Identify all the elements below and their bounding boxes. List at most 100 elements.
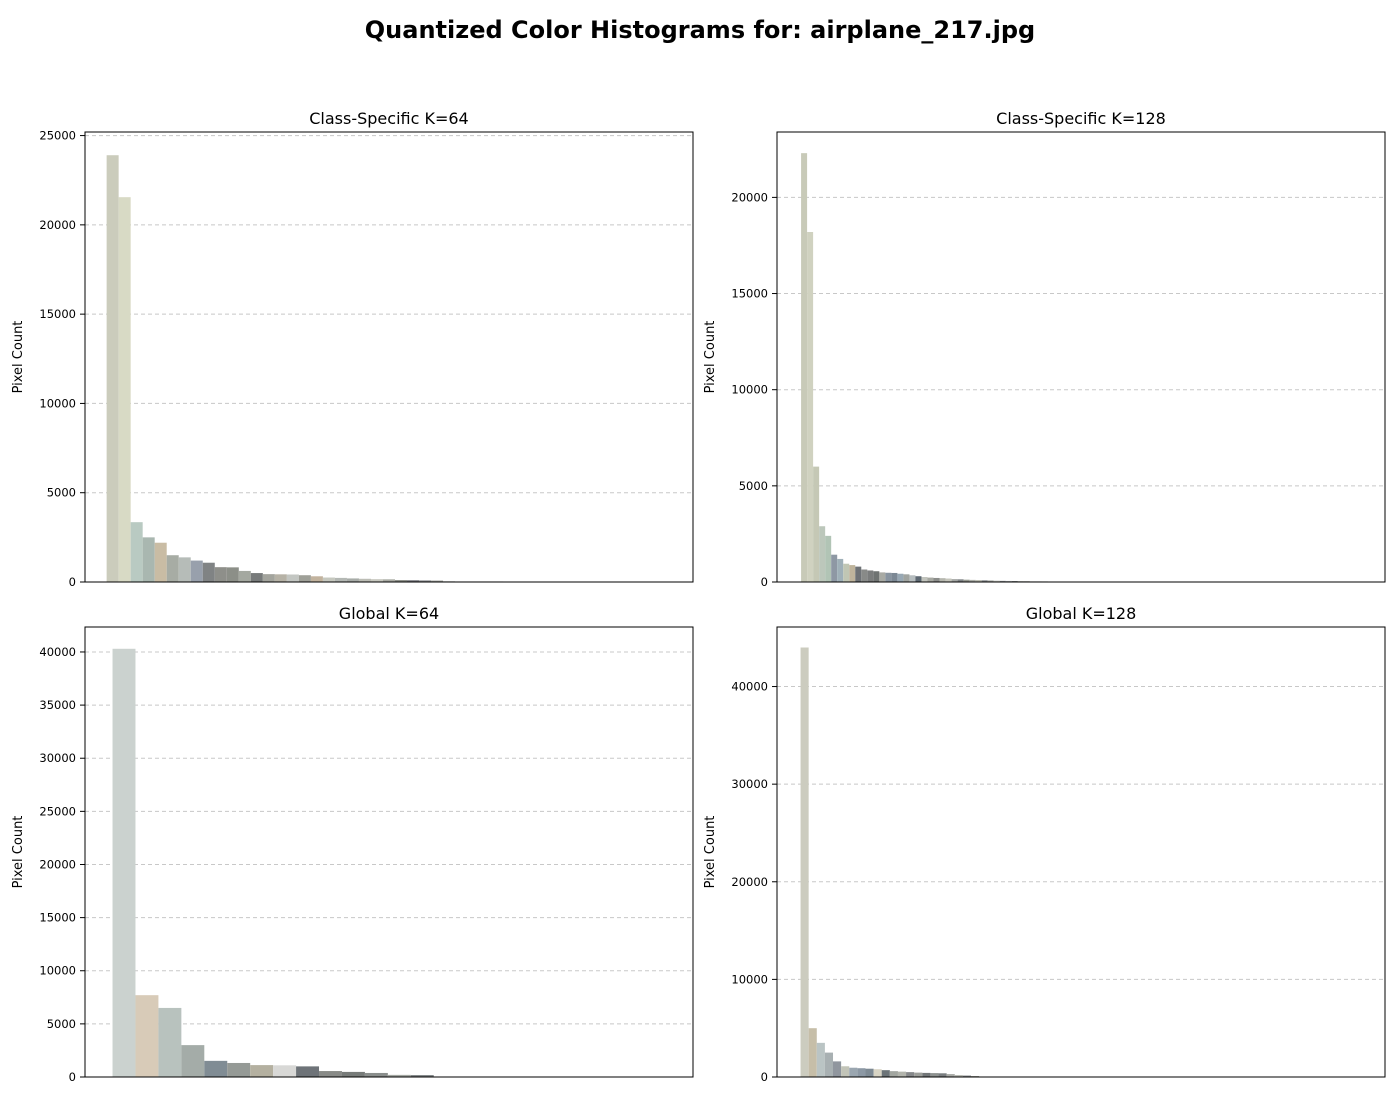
bar-class-specific-k64-25 [407, 580, 420, 582]
bar-class-specific-k64-9 [214, 567, 227, 582]
bar-class-specific-k64-13 [262, 574, 275, 582]
bar-class-specific-k128-15 [891, 572, 898, 582]
bar-global-k128-6 [849, 1067, 858, 1077]
bar-class-specific-k128-32 [993, 580, 1000, 582]
y-tick-label: 0 [761, 1070, 768, 1084]
bar-global-k64-6 [250, 1065, 274, 1077]
bar-class-specific-k128-40 [1041, 581, 1048, 582]
bar-class-specific-k128-4 [825, 535, 832, 582]
panel-title: Class-Specific K=128 [996, 109, 1166, 128]
bar-global-k128-9 [873, 1069, 882, 1077]
bar-global-k64-9 [319, 1071, 342, 1077]
y-tick-label: 40000 [731, 680, 768, 694]
bar-global-k64-1 [135, 995, 159, 1077]
bar-global-k128-19 [954, 1075, 963, 1077]
bar-class-specific-k128-28 [969, 579, 976, 582]
bar-class-specific-k128-33 [999, 580, 1006, 582]
bar-class-specific-k128-11 [867, 570, 874, 582]
bar-class-specific-k128-12 [873, 571, 880, 582]
bar-global-k64-8 [296, 1066, 320, 1077]
y-tick-label: 5000 [739, 479, 768, 493]
bar-class-specific-k64-26 [419, 580, 432, 582]
bar-class-specific-k128-2 [813, 466, 820, 582]
bar-class-specific-k64-31 [479, 581, 492, 582]
bar-global-k128-20 [962, 1075, 972, 1077]
bar-class-specific-k64-0 [106, 155, 119, 582]
bar-global-k128-5 [841, 1066, 850, 1077]
bar-global-k64-2 [158, 1007, 182, 1077]
y-tick-label: 25000 [39, 129, 76, 143]
bar-global-k64-13 [410, 1075, 434, 1077]
bar-class-specific-k64-32 [491, 581, 504, 582]
bar-global-k128-7 [857, 1068, 866, 1077]
bar-global-k64-11 [364, 1072, 388, 1077]
bar-class-specific-k64-12 [250, 573, 263, 582]
bar-class-specific-k128-9 [855, 566, 862, 582]
bar-class-specific-k128-6 [837, 558, 844, 582]
bar-class-specific-k128-20 [921, 577, 928, 582]
bar-class-specific-k64-20 [346, 578, 359, 582]
bar-global-k128-17 [938, 1073, 947, 1077]
bar-class-specific-k128-37 [1023, 581, 1030, 582]
bar-global-k128-18 [946, 1074, 955, 1077]
y-tick-label: 0 [69, 1070, 76, 1084]
bar-global-k128-14 [914, 1072, 923, 1077]
bar-class-specific-k128-29 [975, 580, 982, 582]
y-axis-label: Pixel Count [11, 816, 26, 889]
bar-global-k128-12 [897, 1071, 907, 1077]
bar-global-k128-16 [930, 1073, 939, 1077]
bar-class-specific-k64-29 [455, 581, 468, 582]
plot-frame [84, 131, 694, 583]
bar-global-k64-10 [341, 1071, 365, 1077]
y-tick-label: 5000 [47, 486, 76, 500]
bar-class-specific-k128-13 [879, 572, 886, 582]
bar-global-k64-7 [273, 1065, 297, 1077]
bar-class-specific-k128-17 [903, 574, 910, 582]
bar-class-specific-k128-36 [1017, 581, 1024, 582]
bar-class-specific-k64-8 [202, 562, 215, 582]
bar-global-k128-3 [824, 1052, 834, 1077]
bar-class-specific-k128-25 [951, 579, 958, 582]
y-tick-label: 0 [69, 575, 76, 589]
bar-class-specific-k64-19 [334, 577, 347, 582]
bar-global-k64-0 [112, 648, 136, 1077]
bar-class-specific-k64-5 [166, 555, 179, 582]
bar-class-specific-k64-4 [154, 542, 167, 582]
figure-title: Quantized Color Histograms for: airplane… [364, 16, 1036, 44]
y-tick-label: 10000 [731, 972, 768, 986]
y-tick-label: 35000 [39, 698, 76, 712]
y-axis-label: Pixel Count [11, 321, 26, 394]
panel-title: Class-Specific K=64 [309, 109, 468, 128]
bar-global-k128-4 [833, 1061, 842, 1077]
y-tick-label: 30000 [39, 751, 76, 765]
bar-class-specific-k64-11 [238, 570, 251, 582]
bar-class-specific-k128-18 [909, 575, 916, 582]
bar-class-specific-k64-24 [395, 580, 408, 582]
bar-class-specific-k128-8 [849, 565, 856, 582]
y-tick-label: 30000 [731, 777, 768, 791]
bar-class-specific-k128-23 [939, 578, 946, 582]
bar-global-k128-13 [906, 1072, 915, 1077]
bar-class-specific-k128-26 [957, 579, 964, 582]
bar-global-k128-15 [922, 1072, 931, 1077]
y-tick-label: 20000 [39, 218, 76, 232]
bar-class-specific-k64-22 [370, 579, 383, 582]
bar-class-specific-k64-21 [358, 578, 371, 582]
plot-frame [776, 626, 1386, 1078]
bar-class-specific-k128-1 [807, 232, 814, 582]
bar-class-specific-k128-38 [1029, 581, 1036, 582]
bar-class-specific-k128-22 [933, 577, 940, 582]
bar-class-specific-k64-6 [178, 557, 191, 582]
bar-class-specific-k128-19 [915, 576, 922, 582]
bar-class-specific-k64-17 [310, 576, 323, 582]
y-axis-label: Pixel Count [703, 816, 718, 889]
bar-class-specific-k64-28 [443, 581, 456, 582]
y-tick-label: 20000 [731, 875, 768, 889]
y-tick-label: 40000 [39, 645, 76, 659]
bar-class-specific-k128-30 [981, 580, 988, 582]
y-tick-label: 20000 [731, 190, 768, 204]
bar-global-k64-3 [181, 1045, 205, 1077]
bar-class-specific-k128-10 [861, 569, 868, 582]
